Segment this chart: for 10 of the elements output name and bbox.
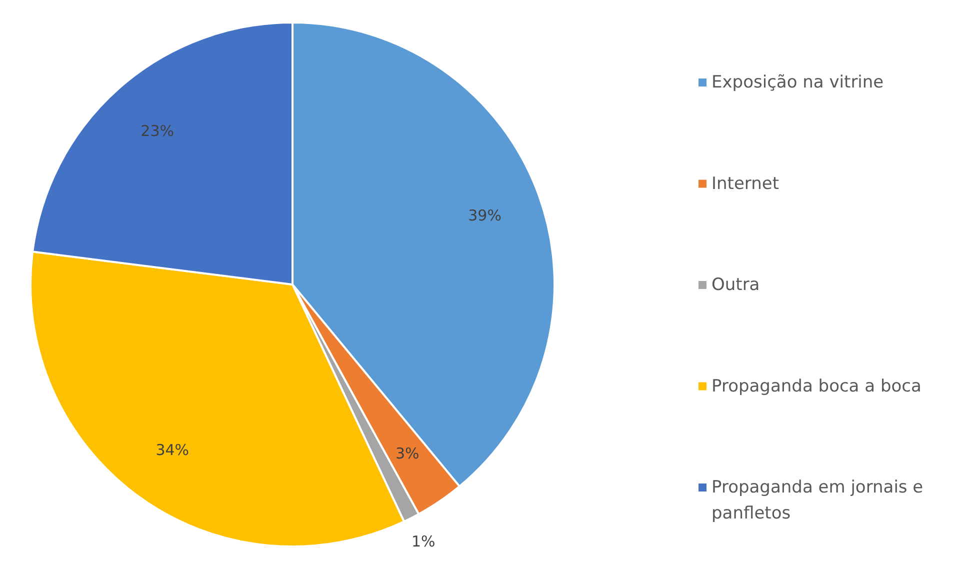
data-label: 23% bbox=[140, 122, 174, 140]
data-label: 34% bbox=[156, 440, 190, 459]
legend-label: Propaganda em jornais e panfletos bbox=[712, 478, 924, 524]
legend-label: Outra bbox=[712, 275, 760, 295]
data-label: 39% bbox=[468, 206, 502, 224]
data-label: 3% bbox=[395, 444, 420, 463]
legend-label: Exposição na vitrine bbox=[712, 72, 884, 92]
legend-label: Internet bbox=[712, 174, 780, 194]
data-label: 1% bbox=[411, 532, 436, 550]
legend-label: Propaganda boca a boca bbox=[712, 376, 922, 396]
